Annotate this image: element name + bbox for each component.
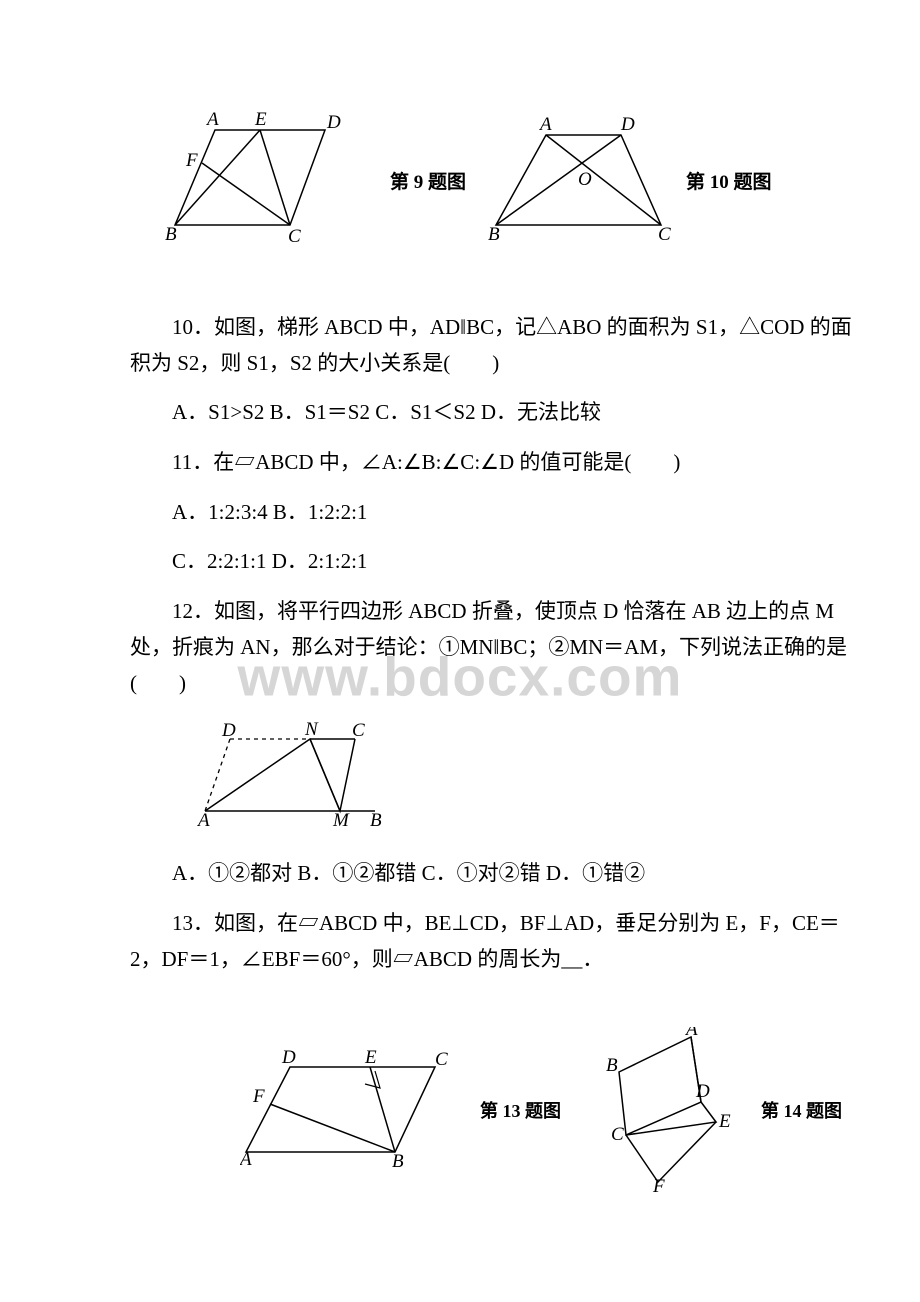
figure-13: D E C F A B (240, 1047, 455, 1172)
label-B: B (165, 224, 177, 245)
label-N: N (304, 721, 319, 740)
label-C: C (611, 1124, 624, 1145)
label-C: C (435, 1049, 448, 1070)
figure-9-label: 第 9 题图 (390, 167, 466, 194)
question-12-stem: 12．如图，将平行四边形 ABCD 折叠，使顶点 D 恰落在 AB 边上的点 M… (130, 594, 860, 701)
label-D: D (326, 112, 341, 133)
label-C: C (658, 224, 671, 245)
label-D: D (695, 1081, 710, 1102)
label-M: M (332, 810, 350, 831)
label-E: E (254, 110, 267, 130)
label-D: D (281, 1047, 296, 1068)
figure-10: A D O B C (486, 110, 676, 250)
label-E: E (364, 1047, 377, 1068)
question-11-options-1: A．1:2:3:4 B．1:2:2:1 (130, 495, 860, 531)
question-11-options-2: C．2:2:1:1 D．2:1:2:1 (130, 544, 860, 580)
question-13-stem: 13．如图，在▱ABCD 中，BE⊥CD，BF⊥AD，垂足分别为 E，F，CE＝… (130, 906, 860, 977)
label-O: O (578, 169, 592, 190)
label-A: A (240, 1149, 252, 1170)
label-F: F (652, 1176, 665, 1192)
label-B: B (392, 1151, 404, 1172)
figure-10-label: 第 10 题图 (686, 167, 772, 194)
label-D: D (221, 721, 236, 741)
label-A: A (538, 114, 552, 135)
label-A: A (684, 1027, 698, 1040)
figure-12: D N C A M B (190, 721, 400, 831)
question-10-options: A．S1>S2 B．S1＝S2 C．S1＜S2 D．无法比较 (130, 395, 860, 431)
figure-9: A E D F B C (160, 110, 380, 250)
figure-13-label: 第 13 题图 (480, 1097, 561, 1123)
figure-row-9-10: A E D F B C 第 9 题图 A D O B C 第 10 题图 (160, 110, 860, 250)
label-F: F (185, 150, 198, 171)
label-E: E (718, 1111, 731, 1132)
figure-row-13-14: D E C F A B 第 13 题图 A B D C E F 第 14 题图 (240, 1027, 860, 1192)
label-C: C (288, 226, 301, 247)
label-D: D (620, 114, 635, 135)
figure-14: A B D C E F (586, 1027, 736, 1192)
question-12-options: A．①②都对 B．①②都错 C．①对②错 D．①错② (130, 856, 860, 892)
label-B: B (370, 810, 382, 831)
label-A: A (196, 810, 210, 831)
figure-12-wrap: D N C A M B (190, 721, 860, 836)
figure-14-label: 第 14 题图 (761, 1097, 842, 1123)
label-F: F (252, 1086, 265, 1107)
label-B: B (488, 224, 500, 245)
label-C: C (352, 721, 365, 741)
question-11-stem: 11．在▱ABCD 中，∠A:∠B:∠C:∠D 的值可能是( ) (130, 445, 860, 481)
label-A: A (205, 110, 219, 130)
question-10-stem: 10．如图，梯形 ABCD 中，AD‖BC，记△ABO 的面积为 S1，△COD… (130, 310, 860, 381)
label-B: B (606, 1055, 618, 1076)
